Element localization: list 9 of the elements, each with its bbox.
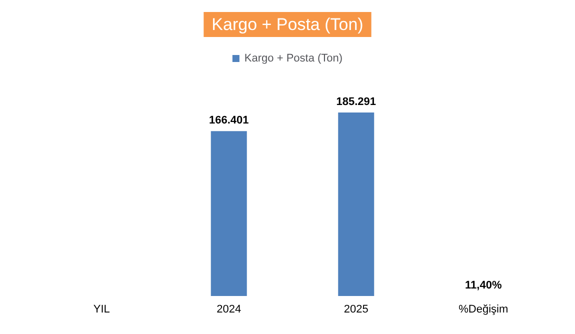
- data-label: 185.291: [336, 96, 376, 108]
- x-tick-label: 2024: [216, 304, 242, 316]
- chart-title: Kargo + Posta (Ton): [212, 15, 364, 34]
- data-label: 166.401: [208, 114, 249, 127]
- x-tick-label: 2025: [344, 304, 368, 316]
- data-label: 11,40%: [465, 279, 502, 292]
- x-tick-label: %Değişim: [458, 304, 508, 316]
- legend-label: Kargo + Posta (Ton): [244, 52, 343, 64]
- x-tick-label: YIL: [93, 304, 110, 316]
